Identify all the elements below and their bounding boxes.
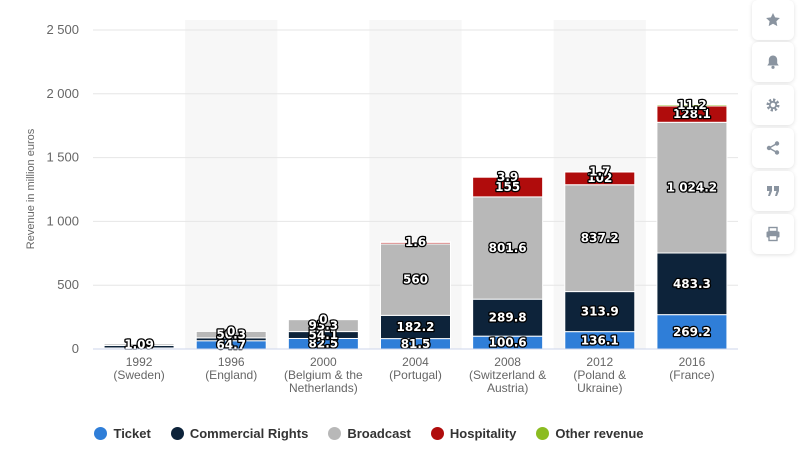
bar-segment[interactable]: [380, 243, 451, 316]
legend: Ticket Commercial Rights Broadcast Hospital…: [0, 426, 738, 441]
data-label: 1 024.2: [667, 181, 717, 195]
share-icon: [766, 141, 780, 155]
settings-button[interactable]: [752, 85, 794, 125]
bar-segment[interactable]: [287, 319, 359, 333]
legend-item[interactable]: Broadcast: [328, 426, 411, 441]
bar-segment[interactable]: [656, 104, 728, 107]
legend-label: Other revenue: [555, 426, 644, 441]
data-label: 801.6: [489, 241, 527, 255]
legend-marker: [430, 427, 444, 440]
notification-button[interactable]: [752, 42, 794, 82]
y-tick-label: 2 500: [46, 22, 79, 37]
stacked-bar-chart: 0 500 1 000 1 500 2 000 2 500 Revenue in mill…: [25, 20, 738, 395]
data-labels: 1.09 64.750.3082.554.193.3081.5182.25601.…: [123, 97, 719, 353]
data-label: 81.5: [401, 337, 431, 351]
bar-segment[interactable]: [656, 314, 728, 350]
data-label: 1.6: [405, 235, 426, 249]
x-tick-label: 2016 (France): [669, 355, 714, 382]
bar-segment[interactable]: [103, 343, 175, 346]
favorite-button[interactable]: [752, 0, 794, 40]
bar-segment[interactable]: [564, 291, 636, 333]
legend-item[interactable]: Ticket: [94, 426, 151, 441]
data-label: 100.6: [489, 336, 527, 350]
share-button[interactable]: [752, 128, 794, 168]
bar-segment[interactable]: [380, 241, 451, 243]
data-label: 155: [495, 180, 520, 194]
cite-button[interactable]: [752, 171, 794, 211]
x-tick-label: 2008 (Switzerland & Austria): [469, 355, 546, 395]
data-label: 313.9: [581, 305, 619, 319]
data-label: 1.7: [589, 165, 610, 179]
y-tick-label: 1 000: [46, 213, 79, 228]
data-label: 483.3: [673, 277, 711, 291]
gear-icon: [766, 98, 780, 112]
y-axis: 0 500 1 000 1 500 2 000 2 500: [46, 22, 79, 356]
x-axis: 1992 (Sweden) 1996 (England) 2000 (Belgium & …: [93, 348, 738, 395]
y-axis-label: Revenue in million euros: [25, 128, 37, 249]
x-tick-label: 2000 (Belgium & the Netherlands): [284, 355, 363, 395]
bar-segment[interactable]: [564, 171, 636, 173]
legend-marker: [170, 427, 184, 440]
data-label: 269.2: [673, 325, 711, 339]
quote-icon: [767, 186, 779, 196]
y-tick-label: 0: [72, 341, 79, 356]
legend-item[interactable]: Commercial Rights: [170, 426, 309, 441]
y-tick-label: 500: [57, 277, 79, 292]
data-label: 560: [403, 273, 428, 287]
y-tick-label: 1 500: [46, 150, 79, 165]
legend-marker: [94, 427, 108, 440]
legend-label: Broadcast: [347, 426, 411, 441]
legend-label: Hospitality: [449, 426, 517, 441]
legend-marker: [536, 427, 550, 440]
category-band: [185, 20, 278, 349]
legend-marker: [328, 427, 342, 440]
data-label: 54.1: [309, 328, 339, 342]
data-label: 82.5: [309, 337, 339, 351]
legend-label: Ticket: [113, 426, 151, 441]
legend-label: Commercial Rights: [189, 426, 309, 441]
bar-segment[interactable]: [195, 330, 267, 339]
data-label: 0: [227, 324, 235, 338]
print-button[interactable]: [752, 214, 794, 254]
data-label: 3.9: [497, 170, 518, 184]
bar-segment[interactable]: [472, 196, 544, 300]
x-tick-label: 1992 (Sweden): [113, 355, 164, 382]
legend-item[interactable]: Hospitality: [430, 426, 517, 441]
data-label: 837.2: [581, 231, 619, 245]
bell-icon: [767, 55, 779, 69]
x-tick-label: 1996 (England): [205, 355, 257, 382]
bar-segment[interactable]: [564, 184, 636, 293]
x-tick-label: 2012 (Poland & Ukraine): [573, 355, 626, 395]
data-label: 128.1: [673, 107, 711, 121]
print-icon: [766, 226, 780, 242]
data-label: 289.8: [489, 311, 527, 325]
data-label: 136.1: [581, 333, 619, 347]
x-tick-label: 2004 (Portugal): [389, 355, 442, 382]
data-label: 102: [587, 171, 612, 185]
data-label: 93.3: [309, 319, 339, 333]
bar-segment[interactable]: [656, 252, 728, 316]
legend-item[interactable]: Other revenue: [536, 426, 644, 441]
data-label: 182.2: [397, 320, 435, 334]
data-label: 11.2: [677, 98, 707, 112]
bar-segment[interactable]: [472, 176, 544, 178]
y-tick-label: 2 000: [46, 86, 79, 101]
data-label: 0: [319, 313, 327, 327]
bars: [103, 104, 728, 350]
bar-segment[interactable]: [472, 298, 544, 337]
star-icon: [766, 13, 780, 27]
data-label: 50.3: [216, 328, 246, 342]
